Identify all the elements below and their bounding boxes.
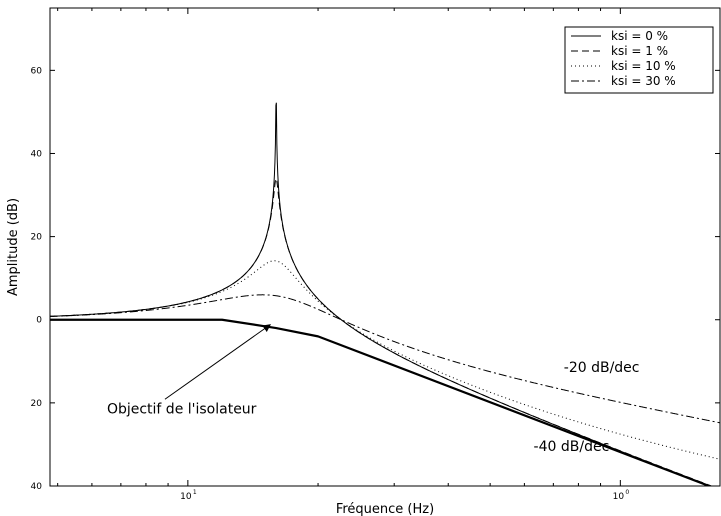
annotation-text: -40 dB/dec: [534, 439, 610, 455]
series-line-dashed: [50, 178, 713, 486]
plot-frame: [49, 7, 721, 487]
legend-label: ksi = 1 %: [611, 44, 668, 58]
y-tick-label: 0: [36, 316, 42, 326]
series-line-dashdot: [50, 294, 720, 424]
series-line-dotted: [50, 260, 720, 460]
y-tick-label: 40: [31, 482, 43, 492]
annotation-arrow: [164, 324, 271, 400]
annotation-text: Objectif de l'isolateur: [107, 401, 257, 417]
x-tick-label: 10: [613, 492, 625, 502]
series-line-solid: [50, 102, 711, 486]
y-tick-label: 60: [31, 66, 43, 76]
legend-label: ksi = 10 %: [611, 59, 676, 73]
x-tick-exponent: 1: [193, 489, 197, 496]
x-axis-label: Fréquence (Hz): [336, 502, 434, 516]
annotations: Objectif de l'isolateur -20 dB/dec -40 dB/…: [107, 324, 640, 455]
x-tick-exponent: 0: [625, 489, 629, 496]
legend: ksi = 0 %ksi = 1 %ksi = 10 %ksi = 30 %: [564, 26, 714, 94]
legend-label: ksi = 30 %: [611, 74, 676, 88]
x-axis-ticks: 10 1 10 0: [57, 8, 629, 502]
target-curve: [50, 318, 713, 486]
legend-label: ksi = 0 %: [611, 29, 668, 43]
y-tick-label: 20: [31, 233, 43, 243]
annotation-text: -20 dB/dec: [564, 360, 640, 376]
y-tick-label: 20: [31, 399, 43, 409]
x-tick-label: 10: [180, 492, 192, 502]
series-lines: [50, 102, 720, 486]
y-tick-label: 40: [31, 149, 43, 159]
plot-area: [49, 7, 721, 487]
legend-box: [564, 26, 714, 94]
y-axis-label: Amplitude (dB): [6, 198, 21, 296]
y-axis-ticks: 40 20 0 20 40 60: [31, 66, 720, 492]
